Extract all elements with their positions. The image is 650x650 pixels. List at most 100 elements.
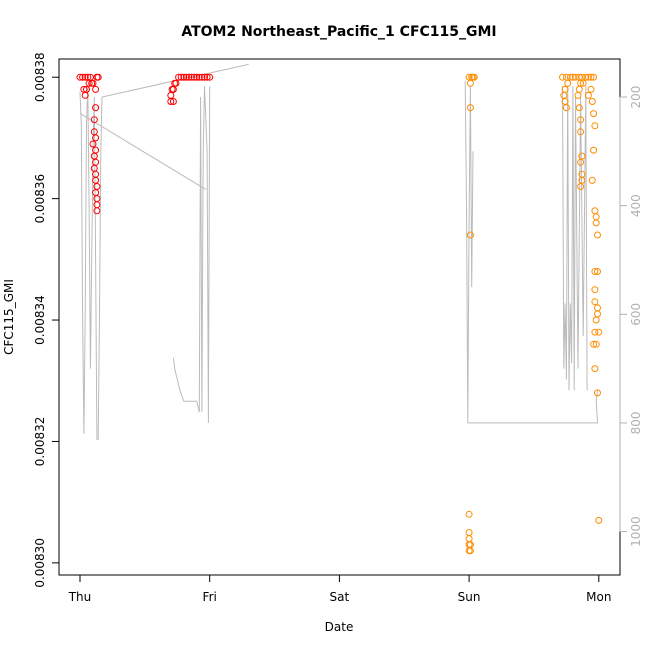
- data-point: [591, 328, 599, 336]
- profile-line: [79, 112, 207, 190]
- x-tick-label: Thu: [68, 590, 92, 604]
- data-point: [195, 73, 203, 81]
- data-point: [92, 158, 100, 166]
- data-point: [465, 535, 473, 543]
- data-point: [566, 73, 574, 81]
- data-point: [590, 340, 598, 348]
- profile-line: [464, 80, 474, 423]
- data-point: [206, 73, 214, 81]
- data-point: [584, 91, 592, 99]
- data-point: [592, 213, 600, 221]
- y-tick-label: 0.00834: [33, 295, 47, 345]
- data-point: [81, 91, 89, 99]
- y-tick-label: 0.00836: [33, 174, 47, 224]
- data-point: [594, 304, 601, 312]
- data-point: [595, 516, 603, 524]
- chart-title: ATOM2 Northeast_Pacific_1 CFC115_GMI: [181, 24, 496, 40]
- data-point: [89, 140, 97, 148]
- data-point: [466, 79, 474, 87]
- data-point: [577, 116, 585, 124]
- data-point: [92, 170, 100, 178]
- data-point: [185, 73, 193, 81]
- data-point: [594, 231, 601, 239]
- data-point: [590, 146, 598, 154]
- data-point: [574, 91, 582, 99]
- data-point: [92, 176, 100, 184]
- data-point: [81, 73, 89, 81]
- data-point: [92, 134, 100, 142]
- data-point: [592, 316, 600, 324]
- data-point: [182, 73, 190, 81]
- data-point: [590, 110, 598, 118]
- data-point: [466, 231, 474, 239]
- data-point: [92, 85, 100, 93]
- plot-frame: [58, 58, 621, 576]
- data-point: [470, 73, 478, 81]
- data-point: [591, 365, 599, 373]
- data-point: [94, 73, 102, 81]
- data-point: [592, 219, 600, 227]
- data-point: [559, 73, 566, 81]
- data-point: [175, 73, 183, 81]
- data-point: [93, 207, 101, 215]
- data-point: [591, 122, 599, 130]
- data-point: [575, 104, 583, 112]
- data-point: [188, 73, 195, 81]
- axes: Thu Fri Sat Sun Mon 0.00830 0.00832 0.00834 0.00…: [33, 52, 643, 604]
- data-point: [466, 104, 474, 112]
- data-point: [594, 268, 601, 275]
- data-point: [92, 104, 100, 112]
- data-point: [594, 310, 601, 318]
- x-tick-label: Mon: [586, 590, 611, 604]
- x-tick-label: Sat: [330, 590, 350, 604]
- data-point: [564, 79, 572, 87]
- y-tick-label: 0.00830: [33, 538, 47, 588]
- data-point: [577, 183, 585, 190]
- data-point: [578, 176, 586, 184]
- data-point: [590, 73, 598, 81]
- x-tick-label: Sun: [458, 590, 481, 604]
- data-points: [76, 73, 603, 555]
- data-point: [85, 79, 93, 87]
- profile-lines: [79, 63, 599, 440]
- data-point: [180, 73, 188, 81]
- data-point: [592, 340, 600, 348]
- data-point: [595, 328, 603, 336]
- data-point: [172, 79, 180, 87]
- data-point: [466, 547, 474, 555]
- data-point: [591, 207, 599, 215]
- data-point: [562, 104, 570, 112]
- data-point: [193, 73, 201, 81]
- data-point: [79, 73, 87, 81]
- data-point: [201, 73, 208, 81]
- data-point: [177, 73, 185, 81]
- x-axis-label: Date: [325, 620, 354, 634]
- data-point: [577, 79, 585, 87]
- data-point: [591, 286, 599, 294]
- profile-line: [198, 86, 211, 423]
- data-point: [587, 85, 595, 93]
- y-tick-label: 0.00832: [33, 417, 47, 467]
- x-tick-label: Fri: [203, 590, 217, 604]
- data-point: [582, 73, 590, 81]
- data-point: [92, 189, 100, 197]
- y-tick-label: 0.00838: [33, 52, 47, 102]
- data-point: [577, 158, 585, 166]
- data-point: [167, 91, 175, 99]
- data-point: [587, 73, 595, 81]
- data-point: [198, 73, 206, 81]
- profile-line: [467, 390, 599, 424]
- right-tick-label: 400: [629, 194, 643, 217]
- profile-line: [172, 357, 200, 413]
- data-point: [190, 73, 198, 81]
- profile-line: [562, 86, 588, 391]
- data-point: [579, 79, 587, 87]
- data-point: [465, 510, 473, 518]
- data-point: [594, 389, 601, 397]
- right-tick-label: 600: [629, 303, 643, 326]
- data-point: [591, 268, 599, 275]
- data-point: [90, 116, 98, 124]
- right-tick-label: 200: [629, 86, 643, 109]
- data-point: [169, 98, 177, 105]
